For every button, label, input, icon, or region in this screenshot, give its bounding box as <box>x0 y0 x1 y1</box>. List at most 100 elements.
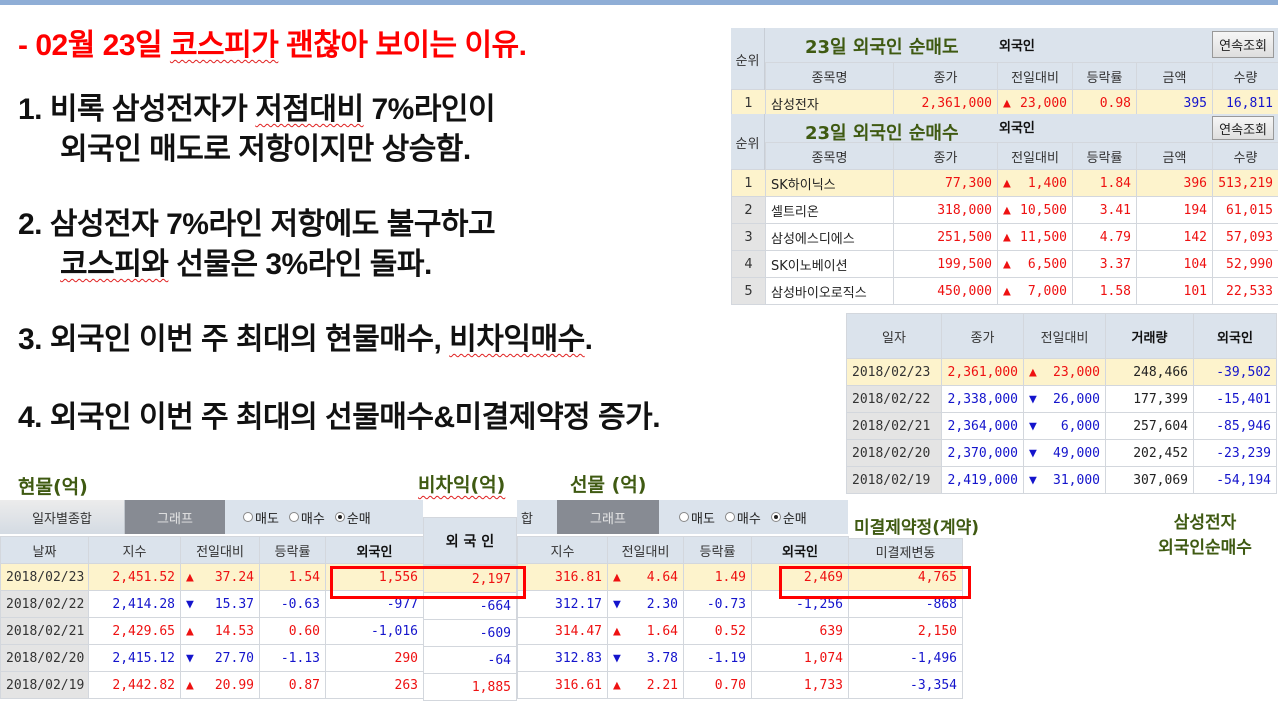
table-row[interactable]: -609 <box>423 619 517 647</box>
radio-buy[interactable]: 매수 <box>724 508 761 527</box>
table-row[interactable]: 2018/02/21 2,429.65 ▲ 14.53 0.60 -1,016 <box>0 617 424 645</box>
column-header[interactable]: 날짜 <box>0 536 89 564</box>
rate-cell: -0.63 <box>259 590 326 618</box>
continuous-query-button[interactable]: 연속조회 <box>1212 116 1274 140</box>
rank-cell: 1 <box>731 89 766 117</box>
table-row[interactable]: 2018/02/22 2,414.28 ▼ 15.37 -0.63 -977 <box>0 590 424 618</box>
column-header[interactable]: 전일대비 <box>607 536 684 564</box>
tab-graph[interactable]: 그래프 <box>125 500 225 534</box>
nonarb-foreign-header[interactable]: 외 국 인 <box>423 517 517 565</box>
table-header-row: 지수 전일대비 등락률 외국인 <box>517 536 849 564</box>
rank-spacer <box>731 142 766 170</box>
table-header-row: 미결제변동 <box>848 538 963 564</box>
column-header[interactable]: 외국인 <box>751 536 849 564</box>
table-row[interactable]: 2018/02/19 2,419,000 ▼ 31,000 307,069 -54… <box>846 466 1277 494</box>
table-row[interactable]: -3,354 <box>848 671 963 699</box>
close-cell: 2,338,000 <box>941 385 1024 413</box>
rank-column-header: 순위 <box>731 28 765 90</box>
table-row[interactable]: 2018/02/19 2,442.82 ▲ 20.99 0.87 263 <box>0 671 424 699</box>
table-row[interactable]: 2018/02/20 2,370,000 ▼ 49,000 202,452 -23… <box>846 439 1277 467</box>
table-row[interactable]: -1,496 <box>848 644 963 672</box>
column-header[interactable]: 등락률 <box>1072 142 1137 170</box>
column-header[interactable]: 전일대비 <box>997 62 1073 90</box>
date-cell: 2018/02/21 <box>846 412 942 440</box>
radio-sell[interactable]: 매도 <box>679 508 715 527</box>
radio-net[interactable]: 순매 <box>334 508 371 527</box>
table-row[interactable]: 1 SK하이닉스 77,300 ▲ 1,400 1.84 396 513,219 <box>731 169 1278 197</box>
change-cell: ▼ 2.30 <box>607 590 684 618</box>
column-header[interactable]: 전일대비 <box>180 536 260 564</box>
column-header[interactable]: 종목명 <box>765 142 894 170</box>
column-header[interactable]: 종가 <box>941 313 1024 359</box>
radio-sell[interactable]: 매도 <box>243 508 279 527</box>
change-value: 31,000 <box>1053 472 1100 488</box>
date-cell: 2018/02/20 <box>846 439 942 467</box>
column-header[interactable]: 종가 <box>893 142 998 170</box>
up-arrow-icon: ▲ <box>613 623 621 639</box>
table-row[interactable]: 2018/02/21 2,364,000 ▼ 6,000 257,604 -85,… <box>846 412 1277 440</box>
column-header[interactable]: 수량 <box>1212 62 1278 90</box>
change-value: 10,500 <box>1020 202 1067 218</box>
point-text: 3. 외국인 이번 주 최대의 현물매수, <box>18 323 450 356</box>
column-header[interactable]: 전일대비 <box>997 142 1073 170</box>
column-header[interactable]: 등락률 <box>259 536 326 564</box>
column-header[interactable]: 지수 <box>88 536 181 564</box>
column-header[interactable]: 외국인 <box>325 536 424 564</box>
radio-net[interactable]: 순매 <box>770 508 807 527</box>
table-row[interactable]: 2,150 <box>848 617 963 645</box>
column-header[interactable]: 전일대비 <box>1023 313 1106 359</box>
table-row[interactable]: 2018/02/23 2,361,000 ▲ 23,000 248,466 -39… <box>846 358 1277 386</box>
tab-daily-summary-partial[interactable]: 합 <box>517 500 557 534</box>
close-cell: 77,300 <box>893 169 998 197</box>
column-header[interactable]: 등락률 <box>1072 62 1137 90</box>
title-part: - 02월 23일 <box>18 29 170 62</box>
table-row[interactable]: 4 SK이노베이션 199,500 ▲ 6,500 3.37 104 52,990 <box>731 250 1278 278</box>
column-header[interactable]: 미결제변동 <box>848 538 963 564</box>
change-value: 20.99 <box>214 677 254 693</box>
label-line: 삼성전자 <box>1173 513 1237 533</box>
column-header[interactable]: 금액 <box>1136 62 1213 90</box>
amount-cell: 396 <box>1136 169 1213 197</box>
rank-spacer <box>731 62 766 90</box>
up-arrow-icon: ▲ <box>1003 175 1011 191</box>
table-row[interactable]: 312.83 ▼ 3.78 -1.19 1,074 <box>517 644 849 672</box>
tab-daily-summary[interactable]: 일자별종합 <box>0 500 125 534</box>
close-cell: 251,500 <box>893 223 998 251</box>
column-header[interactable]: 지수 <box>517 536 608 564</box>
column-header[interactable]: 외국인 <box>1193 313 1277 359</box>
radio-buy[interactable]: 매수 <box>288 508 325 527</box>
rank-cell: 3 <box>731 223 766 251</box>
continuous-query-button[interactable]: 연속조회 <box>1212 31 1274 58</box>
table-row[interactable]: 314.47 ▲ 1.64 0.52 639 <box>517 617 849 645</box>
table-row[interactable]: 1,885 <box>423 673 517 701</box>
table-row[interactable]: 316.61 ▲ 2.21 0.70 1,733 <box>517 671 849 699</box>
column-header[interactable]: 종목명 <box>765 62 894 90</box>
column-header[interactable]: 등락률 <box>683 536 752 564</box>
table-row[interactable]: 3 삼성에스디에스 251,500 ▲ 11,500 4.79 142 57,09… <box>731 223 1278 251</box>
up-arrow-icon: ▲ <box>613 677 621 693</box>
column-header[interactable]: 금액 <box>1136 142 1213 170</box>
table-row[interactable]: 2 셀트리온 318,000 ▲ 10,500 3.41 194 61,015 <box>731 196 1278 224</box>
table-row[interactable]: 5 삼성바이오로직스 450,000 ▲ 7,000 1.58 101 22,53… <box>731 277 1278 305</box>
column-header[interactable]: 수량 <box>1212 142 1278 170</box>
tab-graph[interactable]: 그래프 <box>557 500 659 534</box>
radio-icon <box>724 512 735 522</box>
table-row[interactable]: -64 <box>423 646 517 674</box>
volume-cell: 248,466 <box>1105 358 1194 386</box>
net-sell-table: 종목명 종가 전일대비 등락률 금액 수량 1 삼성전자 2,361,000 ▲… <box>731 62 1278 117</box>
table-row[interactable]: 316.81 ▲ 4.64 1.49 2,469 <box>517 563 849 591</box>
point-1: 1. 비록 삼성전자가 저점대비 7%라인이 외국인 매도로 저항이지만 상승함… <box>18 90 496 170</box>
panel-header: 순위 23일 외국인 순매도 외국인 연속조회 <box>731 28 1278 90</box>
column-header[interactable]: 종가 <box>893 62 998 90</box>
table-row[interactable]: 1 삼성전자 2,361,000 ▲ 23,000 0.98 395 16,811 <box>731 89 1278 117</box>
column-header[interactable]: 일자 <box>846 313 942 359</box>
foreign-cell: 1,733 <box>751 671 849 699</box>
table-row[interactable]: 2018/02/20 2,415.12 ▼ 27.70 -1.13 290 <box>0 644 424 672</box>
down-arrow-icon: ▼ <box>186 596 194 612</box>
change-cell: ▼ 27.70 <box>180 644 260 672</box>
column-header[interactable]: 거래량 <box>1105 313 1194 359</box>
table-header-row: 종목명 종가 전일대비 등락률 금액 수량 <box>731 142 1278 170</box>
index-cell: 312.83 <box>517 644 608 672</box>
table-row[interactable]: 2018/02/22 2,338,000 ▼ 26,000 177,399 -15… <box>846 385 1277 413</box>
table-row[interactable]: 312.17 ▼ 2.30 -0.73 -1,256 <box>517 590 849 618</box>
